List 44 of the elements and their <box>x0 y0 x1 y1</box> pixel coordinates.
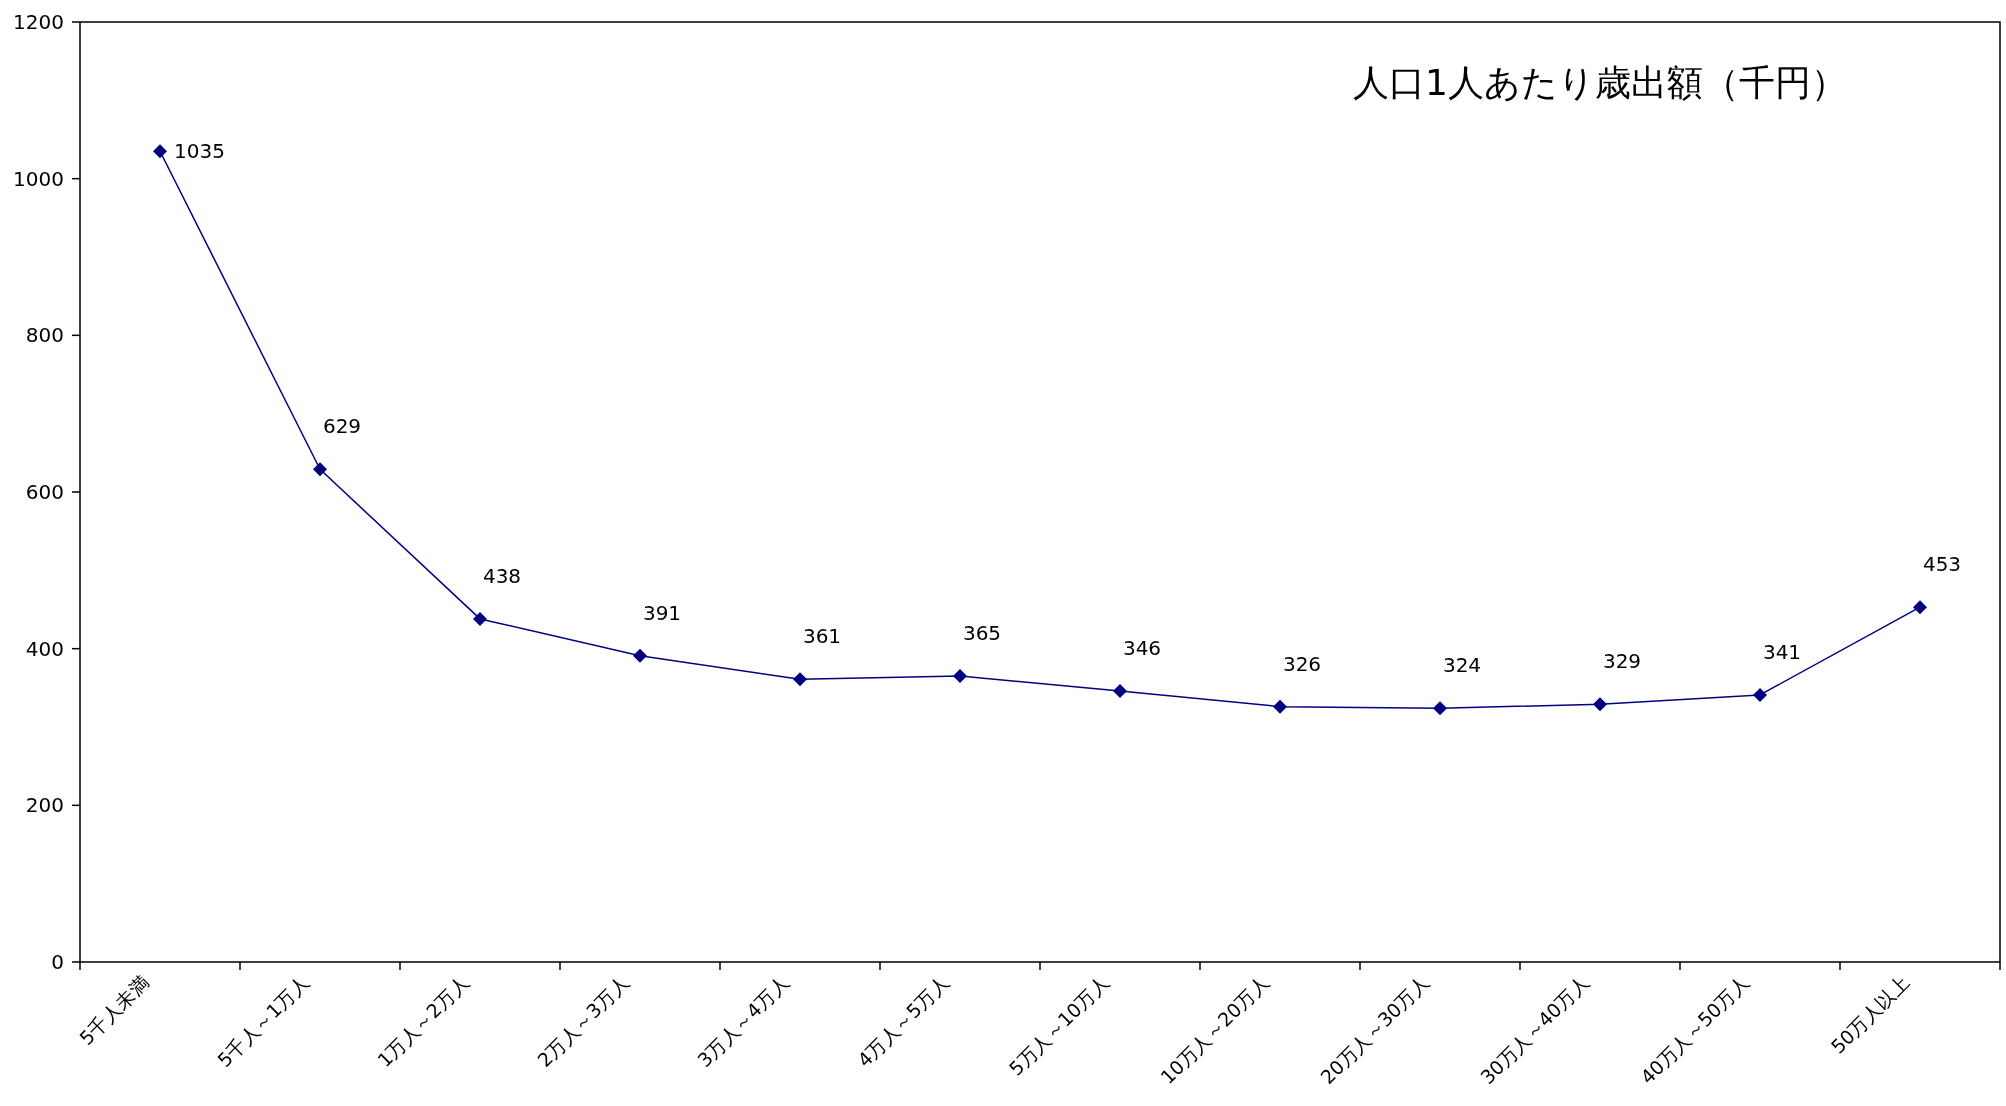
text: 人口1人あたり歳出額（千円） <box>1353 62 1847 103</box>
x-tick-label: 4万人～5万人 <box>852 971 953 1072</box>
y-tick-label: 0 <box>51 950 64 974</box>
x-tick-label: 30万人～40万人 <box>1475 971 1593 1089</box>
point <box>473 611 487 626</box>
data-label: 438 <box>482 563 522 588</box>
y-tick-label: 800 <box>25 323 64 348</box>
y-tick-label: 1000 <box>13 166 64 191</box>
data-label: 346 <box>1122 635 1162 660</box>
y-tick-label: 400 <box>25 636 64 661</box>
data-label: 453 <box>1922 552 1962 577</box>
y-tick-label: 1200 <box>13 10 64 34</box>
x-tick-label: 10万人～20万人 <box>1155 971 1273 1089</box>
y-tick-label: 200 <box>25 793 64 818</box>
point <box>1593 697 1607 712</box>
point <box>1273 699 1287 714</box>
x-tick-label: 5万人～10万人 <box>1004 971 1113 1080</box>
data-label: 365 <box>962 621 1002 646</box>
x-tick-label: 40万人～50万人 <box>1635 971 1753 1089</box>
x-tick-label: 5千人未満 <box>74 971 153 1050</box>
x-tick-label: 2万人～3万人 <box>532 971 633 1072</box>
point <box>953 669 967 684</box>
point <box>1433 701 1447 716</box>
data-label: 326 <box>1282 651 1322 676</box>
x-tick-label: 20万人～30万人 <box>1315 971 1433 1089</box>
data-label: 1035 <box>174 139 225 164</box>
x-tick-label: 50万人以上 <box>1826 971 1913 1058</box>
point <box>1753 687 1767 702</box>
data-label: 629 <box>322 414 362 439</box>
data-label: 391 <box>642 600 682 625</box>
data-label: 329 <box>1602 649 1642 674</box>
point <box>313 462 327 477</box>
data-label: 341 <box>1762 639 1802 664</box>
point <box>1113 683 1127 698</box>
x-tick-label: 5千人～1万人 <box>212 971 313 1072</box>
x-tick-label: 3万人～4万人 <box>692 971 793 1072</box>
y-tick-label: 600 <box>25 480 64 504</box>
data-label: 324 <box>1442 653 1482 678</box>
x-tick-label: 1万人～2万人 <box>372 971 473 1072</box>
data-label: 361 <box>802 624 842 649</box>
point <box>1913 600 1927 615</box>
point <box>793 672 807 687</box>
point <box>153 144 167 159</box>
point <box>633 648 647 663</box>
